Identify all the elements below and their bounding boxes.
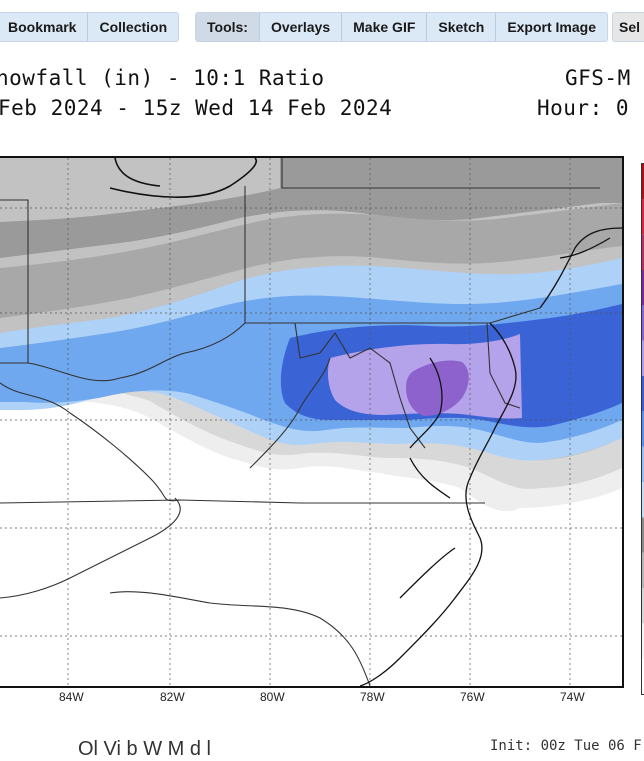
forecast-hour: Hour: 0 bbox=[537, 96, 630, 120]
snowfall-map[interactable] bbox=[0, 156, 624, 688]
colorbar-swatch bbox=[642, 623, 644, 659]
overlays-button[interactable]: Overlays bbox=[260, 13, 343, 41]
lon-tick-76w: 76W bbox=[460, 690, 485, 704]
colorbar-swatch bbox=[642, 164, 644, 200]
export-image-button[interactable]: Export Image bbox=[507, 19, 597, 35]
select-group: Sel bbox=[612, 12, 644, 42]
model-name: GFS-M bbox=[565, 66, 631, 90]
colorbar-swatch bbox=[642, 199, 644, 235]
colorbar-swatch bbox=[642, 552, 644, 588]
colorbar-swatch bbox=[642, 588, 644, 624]
colorbar-swatch bbox=[642, 517, 644, 553]
colorbar-swatches bbox=[642, 164, 644, 694]
lon-tick-78w: 78W bbox=[360, 690, 385, 704]
map-title-line-2: Feb 2024 - 15z Wed 14 Feb 2024 bbox=[0, 96, 393, 120]
bookmark-group: Bookmark Collection bbox=[0, 12, 180, 42]
collection-button[interactable]: Collection bbox=[99, 19, 168, 35]
lon-tick-74w: 74W bbox=[560, 690, 585, 704]
snow-contour-mid-gray bbox=[0, 203, 622, 318]
lon-tick-80w: 80W bbox=[260, 690, 285, 704]
tools-label: Tools: bbox=[196, 13, 260, 41]
map-title-line-1: nowfall (in) - 10:1 Ratio bbox=[0, 66, 325, 90]
snow-contour-purple bbox=[406, 360, 469, 416]
colorbar-swatch bbox=[642, 305, 644, 341]
colorbar-swatch bbox=[642, 446, 644, 482]
init-time: Init: 00z Tue 06 F bbox=[490, 738, 642, 754]
colorbar-legend bbox=[641, 163, 644, 695]
colorbar-swatch bbox=[642, 411, 644, 447]
colorbar-swatch bbox=[642, 270, 644, 306]
bookmark-button[interactable]: Bookmark bbox=[0, 13, 89, 41]
colorbar-swatch bbox=[642, 340, 644, 376]
tools-group: Tools: Overlays Make GIF Sketch Export I… bbox=[195, 12, 609, 42]
lon-tick-82w: 82W bbox=[160, 690, 185, 704]
sketch-button[interactable]: Sketch bbox=[427, 13, 497, 41]
colorbar-swatch bbox=[642, 482, 644, 518]
colorbar-swatch bbox=[642, 658, 644, 694]
select-button[interactable]: Sel bbox=[619, 19, 641, 35]
toolbar: Bookmark Collection Tools: Overlays Make… bbox=[0, 12, 644, 42]
make-gif-button[interactable]: Make GIF bbox=[342, 13, 428, 41]
colorbar-swatch bbox=[642, 376, 644, 412]
colorbar-swatch bbox=[642, 234, 644, 270]
lon-tick-84w: 84W bbox=[59, 690, 84, 704]
